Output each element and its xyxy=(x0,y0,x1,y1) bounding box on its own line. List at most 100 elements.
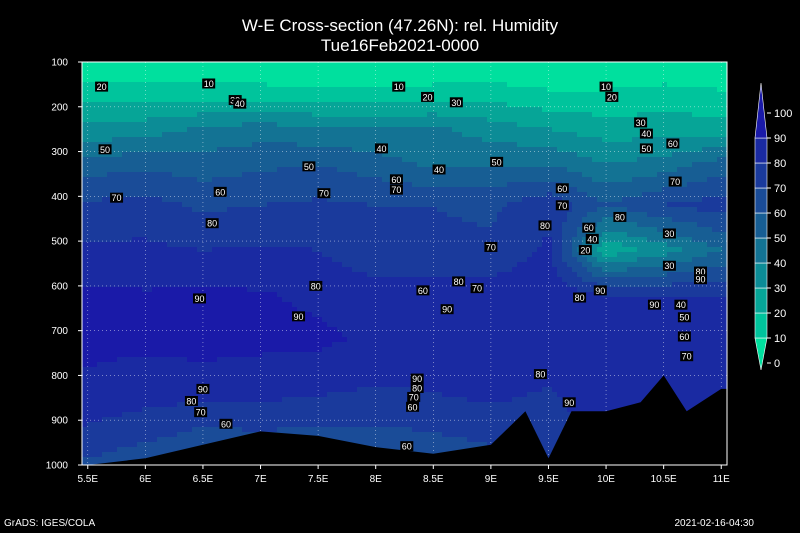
field-cell xyxy=(387,157,393,163)
field-cell xyxy=(372,107,378,113)
field-cell xyxy=(342,72,348,78)
field-cell xyxy=(652,77,658,83)
field-cell xyxy=(557,237,563,243)
field-cell xyxy=(587,117,593,123)
field-cell xyxy=(567,212,573,218)
field-cell xyxy=(427,112,433,118)
field-cell xyxy=(152,77,158,83)
field-cell xyxy=(82,152,88,158)
field-cell xyxy=(217,97,223,103)
field-cell xyxy=(702,152,708,158)
field-cell xyxy=(237,252,243,258)
field-cell xyxy=(697,82,703,88)
field-cell xyxy=(212,177,218,183)
field-cell xyxy=(187,102,193,108)
field-cell xyxy=(452,157,458,163)
field-cell xyxy=(327,172,333,178)
field-cell xyxy=(112,167,118,173)
field-cell xyxy=(182,172,188,178)
field-cell xyxy=(447,237,453,243)
field-cell xyxy=(192,242,198,248)
field-cell xyxy=(302,247,308,253)
field-cell xyxy=(117,132,123,138)
field-cell xyxy=(232,72,238,78)
field-cell xyxy=(447,82,453,88)
field-cell xyxy=(397,147,403,153)
field-cell xyxy=(367,177,373,183)
field-cell xyxy=(602,182,608,188)
field-cell xyxy=(472,212,478,218)
field-cell xyxy=(117,137,123,143)
field-cell xyxy=(187,67,193,73)
field-cell xyxy=(317,127,323,133)
field-cell xyxy=(177,182,183,188)
field-cell xyxy=(87,72,93,78)
field-cell xyxy=(107,202,113,208)
field-cell xyxy=(637,87,643,93)
field-cell xyxy=(367,142,373,148)
field-cell xyxy=(82,217,88,223)
field-cell xyxy=(482,172,488,178)
field-cell xyxy=(242,197,248,203)
field-cell xyxy=(377,222,383,228)
field-cell xyxy=(297,87,303,93)
field-cell xyxy=(312,67,318,73)
field-cell xyxy=(517,112,523,118)
field-cell xyxy=(227,132,233,138)
field-cell xyxy=(512,67,518,73)
field-cell xyxy=(587,187,593,193)
field-cell xyxy=(242,182,248,188)
field-cell xyxy=(507,247,513,253)
field-cell xyxy=(572,227,578,233)
field-cell xyxy=(467,172,473,178)
field-cell xyxy=(627,87,633,93)
field-cell xyxy=(227,172,233,178)
field-cell xyxy=(262,222,268,228)
field-cell xyxy=(427,227,433,233)
field-cell xyxy=(652,122,658,128)
field-cell xyxy=(512,187,518,193)
field-cell xyxy=(387,177,393,183)
field-cell xyxy=(402,252,408,258)
field-cell xyxy=(267,202,273,208)
field-cell xyxy=(637,132,643,138)
field-cell xyxy=(607,142,613,148)
field-cell xyxy=(172,207,178,213)
chart-title: W-E Cross-section (47.26N): rel. Humidit… xyxy=(241,16,559,35)
field-cell xyxy=(692,62,698,68)
field-cell xyxy=(212,87,218,93)
field-cell xyxy=(522,102,528,108)
field-cell xyxy=(302,157,308,163)
field-cell xyxy=(167,107,173,113)
field-cell xyxy=(117,97,123,103)
field-cell xyxy=(112,132,118,138)
field-cell xyxy=(522,222,528,228)
field-cell xyxy=(522,192,528,198)
field-cell xyxy=(502,222,508,228)
field-cell xyxy=(637,142,643,148)
field-cell xyxy=(357,122,363,128)
field-cell xyxy=(497,222,503,228)
field-cell xyxy=(542,82,548,88)
field-cell xyxy=(152,162,158,168)
field-cell xyxy=(377,82,383,88)
field-cell xyxy=(257,87,263,93)
field-cell xyxy=(207,87,213,93)
field-cell xyxy=(122,192,128,198)
field-cell xyxy=(437,237,443,243)
field-cell xyxy=(687,237,693,243)
field-cell xyxy=(192,72,198,78)
field-cell xyxy=(647,62,653,68)
field-cell xyxy=(682,227,688,233)
field-cell xyxy=(167,157,173,163)
field-cell xyxy=(467,62,473,68)
field-cell xyxy=(452,207,458,213)
field-cell xyxy=(517,177,523,183)
field-cell xyxy=(647,67,653,73)
field-cell xyxy=(237,72,243,78)
field-cell xyxy=(177,92,183,98)
field-cell xyxy=(607,112,613,118)
field-cell xyxy=(307,232,313,238)
field-cell xyxy=(627,67,633,73)
field-cell xyxy=(427,177,433,183)
